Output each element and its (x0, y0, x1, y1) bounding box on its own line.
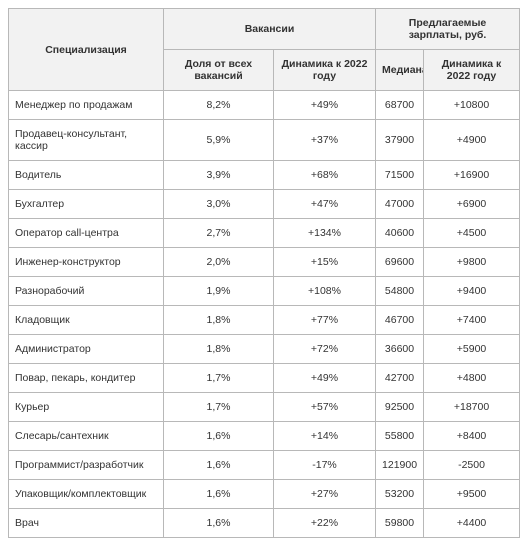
cell-share: 1,7% (164, 393, 274, 422)
cell-dynamics-vacancies: +15% (274, 248, 376, 277)
cell-median: 53200 (376, 480, 424, 509)
table-row: Упаковщик/комплектовщик1,6%+27%53200+950… (9, 480, 520, 509)
table-row: Менеджер по продажам8,2%+49%68700+10800 (9, 91, 520, 120)
cell-dynamics-salary: +7400 (424, 306, 520, 335)
cell-dynamics-salary: +5900 (424, 335, 520, 364)
cell-median: 69600 (376, 248, 424, 277)
cell-median: 92500 (376, 393, 424, 422)
cell-dynamics-vacancies: +72% (274, 335, 376, 364)
cell-dynamics-vacancies: +14% (274, 422, 376, 451)
header-dynamics-salary: Динамика к 2022 году (424, 50, 520, 91)
cell-share: 1,8% (164, 306, 274, 335)
cell-median: 47000 (376, 190, 424, 219)
cell-specialization: Администратор (9, 335, 164, 364)
cell-dynamics-salary: +8400 (424, 422, 520, 451)
header-vacancies-group: Вакансии (164, 9, 376, 50)
cell-share: 1,6% (164, 480, 274, 509)
cell-dynamics-vacancies: +22% (274, 509, 376, 538)
cell-share: 1,8% (164, 335, 274, 364)
cell-dynamics-vacancies: +77% (274, 306, 376, 335)
specialization-table: Специализация Вакансии Предлагаемые зарп… (8, 8, 520, 538)
cell-dynamics-salary: +9800 (424, 248, 520, 277)
cell-specialization: Продавец-консультант, кассир (9, 120, 164, 161)
cell-share: 2,0% (164, 248, 274, 277)
cell-median: 46700 (376, 306, 424, 335)
cell-share: 1,9% (164, 277, 274, 306)
table-row: Повар, пекарь, кондитер1,7%+49%42700+480… (9, 364, 520, 393)
cell-median: 42700 (376, 364, 424, 393)
cell-median: 68700 (376, 91, 424, 120)
cell-dynamics-vacancies: +49% (274, 364, 376, 393)
header-dynamics-vacancies: Динамика к 2022 году (274, 50, 376, 91)
cell-share: 1,6% (164, 451, 274, 480)
cell-median: 40600 (376, 219, 424, 248)
table-row: Врач1,6%+22%59800+4400 (9, 509, 520, 538)
cell-share: 8,2% (164, 91, 274, 120)
cell-dynamics-salary: +10800 (424, 91, 520, 120)
cell-specialization: Программист/разработчик (9, 451, 164, 480)
cell-dynamics-salary: +4500 (424, 219, 520, 248)
table-row: Продавец-консультант, кассир5,9%+37%3790… (9, 120, 520, 161)
cell-dynamics-vacancies: +68% (274, 161, 376, 190)
cell-share: 3,0% (164, 190, 274, 219)
table-row: Слесарь/сантехник1,6%+14%55800+8400 (9, 422, 520, 451)
cell-median: 121900 (376, 451, 424, 480)
cell-specialization: Оператор call-центра (9, 219, 164, 248)
table-row: Администратор1,8%+72%36600+5900 (9, 335, 520, 364)
cell-median: 55800 (376, 422, 424, 451)
cell-specialization: Упаковщик/комплектовщик (9, 480, 164, 509)
cell-dynamics-vacancies: +57% (274, 393, 376, 422)
cell-dynamics-vacancies: -17% (274, 451, 376, 480)
table-row: Курьер1,7%+57%92500+18700 (9, 393, 520, 422)
cell-dynamics-salary: +9500 (424, 480, 520, 509)
cell-specialization: Повар, пекарь, кондитер (9, 364, 164, 393)
header-share: Доля от всех вакансий (164, 50, 274, 91)
table-row: Кладовщик1,8%+77%46700+7400 (9, 306, 520, 335)
cell-median: 54800 (376, 277, 424, 306)
cell-share: 5,9% (164, 120, 274, 161)
table-row: Программист/разработчик1,6%-17%121900-25… (9, 451, 520, 480)
cell-dynamics-vacancies: +37% (274, 120, 376, 161)
header-median: Медиана (376, 50, 424, 91)
cell-share: 2,7% (164, 219, 274, 248)
cell-specialization: Врач (9, 509, 164, 538)
table-row: Инженер-конструктор2,0%+15%69600+9800 (9, 248, 520, 277)
cell-dynamics-salary: +18700 (424, 393, 520, 422)
cell-specialization: Разнорабочий (9, 277, 164, 306)
cell-specialization: Курьер (9, 393, 164, 422)
cell-share: 1,7% (164, 364, 274, 393)
cell-dynamics-vacancies: +49% (274, 91, 376, 120)
header-specialization: Специализация (9, 9, 164, 91)
cell-share: 1,6% (164, 422, 274, 451)
cell-dynamics-salary: +4400 (424, 509, 520, 538)
cell-specialization: Кладовщик (9, 306, 164, 335)
cell-specialization: Водитель (9, 161, 164, 190)
cell-dynamics-salary: +4900 (424, 120, 520, 161)
cell-specialization: Бухгалтер (9, 190, 164, 219)
cell-dynamics-vacancies: +27% (274, 480, 376, 509)
cell-median: 71500 (376, 161, 424, 190)
cell-specialization: Инженер-конструктор (9, 248, 164, 277)
table-row: Разнорабочий1,9%+108%54800+9400 (9, 277, 520, 306)
cell-specialization: Слесарь/сантехник (9, 422, 164, 451)
header-salaries-group: Предлагаемые зарплаты, руб. (376, 9, 520, 50)
cell-specialization: Менеджер по продажам (9, 91, 164, 120)
cell-dynamics-vacancies: +108% (274, 277, 376, 306)
cell-dynamics-salary: +9400 (424, 277, 520, 306)
cell-dynamics-salary: -2500 (424, 451, 520, 480)
cell-share: 3,9% (164, 161, 274, 190)
cell-dynamics-vacancies: +134% (274, 219, 376, 248)
cell-share: 1,6% (164, 509, 274, 538)
cell-median: 36600 (376, 335, 424, 364)
table-row: Бухгалтер3,0%+47%47000+6900 (9, 190, 520, 219)
cell-median: 37900 (376, 120, 424, 161)
cell-dynamics-salary: +16900 (424, 161, 520, 190)
cell-dynamics-vacancies: +47% (274, 190, 376, 219)
cell-dynamics-salary: +4800 (424, 364, 520, 393)
table-row: Водитель3,9%+68%71500+16900 (9, 161, 520, 190)
cell-dynamics-salary: +6900 (424, 190, 520, 219)
cell-median: 59800 (376, 509, 424, 538)
table-row: Оператор call-центра2,7%+134%40600+4500 (9, 219, 520, 248)
